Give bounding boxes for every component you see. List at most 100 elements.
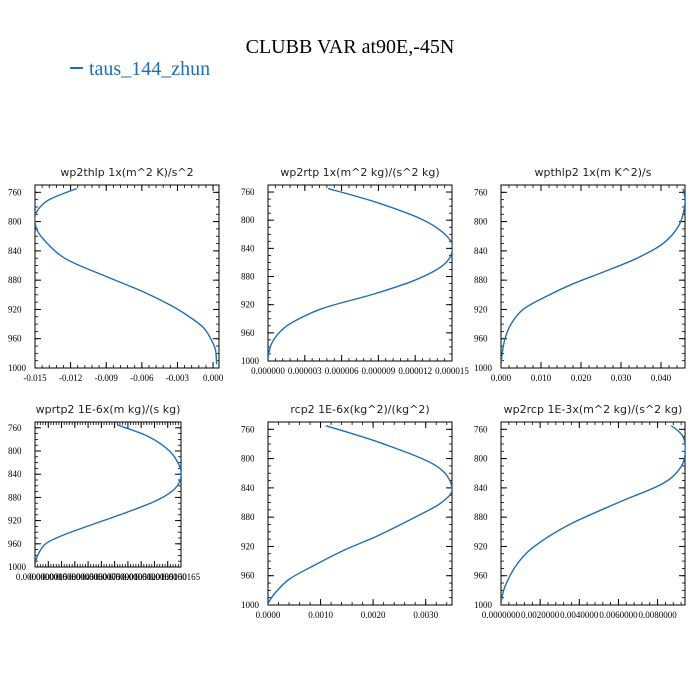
x-tick-label: 0.0000120 <box>122 572 161 582</box>
y-tick-label: 880 <box>8 492 22 502</box>
x-tick-label: -0.009 <box>95 373 119 383</box>
x-tick-label: 0.0010 <box>308 610 333 620</box>
y-tick-label: 840 <box>241 243 255 253</box>
plot-frame <box>267 421 453 606</box>
x-tick-label: -0.006 <box>130 373 154 383</box>
plot-frame <box>500 421 686 606</box>
y-tick-label: 760 <box>241 187 255 197</box>
plot-frame <box>34 184 220 369</box>
y-tick-label: 920 <box>8 516 22 526</box>
x-tick-label: -0.015 <box>23 373 47 383</box>
x-tick-label: 0.0000 <box>256 610 281 620</box>
panel-title: wprtp2 1E-6x(m kg)/(s kg) <box>36 403 181 416</box>
x-tick-label: -0.003 <box>166 373 190 383</box>
x-tick-label: 0.0030 <box>413 610 438 620</box>
y-tick-label: 1000 <box>241 600 260 610</box>
panel-title: wp2rtp 1x(m^2 kg)/(s^2 kg) <box>280 166 439 179</box>
x-tick-label: 0.040 <box>651 373 672 383</box>
y-tick-label: 840 <box>241 483 255 493</box>
x-tick-label: 0.0000015 <box>29 572 68 582</box>
x-tick-label: 0.0000000 <box>482 610 521 620</box>
y-tick-label: 920 <box>474 304 488 314</box>
y-tick-label: 920 <box>241 300 255 310</box>
series-line <box>268 187 452 359</box>
y-tick-label: 880 <box>474 275 488 285</box>
x-tick-label: 0.010 <box>531 373 552 383</box>
y-tick-label: 760 <box>474 424 488 434</box>
x-tick-label: 0.0000165 <box>162 572 201 582</box>
y-tick-label: 1000 <box>241 356 260 366</box>
y-tick-label: 760 <box>474 187 488 197</box>
y-tick-label: 920 <box>8 304 22 314</box>
series-line <box>501 425 685 603</box>
y-tick-label: 800 <box>8 446 22 456</box>
x-tick-label: 0.0060000 <box>599 610 638 620</box>
x-tick-label: 0.0000105 <box>109 572 148 582</box>
y-tick-label: 1000 <box>474 600 493 610</box>
series-line <box>268 424 452 604</box>
y-tick-label: 960 <box>241 328 255 338</box>
y-tick-label: 880 <box>474 512 488 522</box>
y-tick-label: 1000 <box>8 363 27 373</box>
y-tick-label: 880 <box>8 275 22 285</box>
y-tick-label: 840 <box>474 483 488 493</box>
y-tick-label: 760 <box>8 187 22 197</box>
plot-frame <box>34 421 182 568</box>
x-tick-label: 0.0080000 <box>638 610 677 620</box>
x-tick-label: 0.020 <box>571 373 592 383</box>
x-tick-label: 0.000003 <box>288 366 322 376</box>
panel-title: wp2thlp 1x(m^2 K)/s^2 <box>60 166 193 179</box>
y-tick-label: 920 <box>474 541 488 551</box>
x-tick-label: 0.0000045 <box>56 572 95 582</box>
x-tick-label: 0.000012 <box>398 366 432 376</box>
x-tick-label: -0.012 <box>59 373 82 383</box>
y-tick-label: 1000 <box>474 363 493 373</box>
y-tick-label: 800 <box>241 454 255 464</box>
y-tick-label: 960 <box>8 334 22 344</box>
y-tick-label: 960 <box>241 571 255 581</box>
y-tick-label: 840 <box>474 246 488 256</box>
series-line <box>501 188 685 366</box>
y-tick-label: 920 <box>241 541 255 551</box>
x-tick-label: 0.000006 <box>325 366 359 376</box>
x-tick-label: 0.0000090 <box>96 572 135 582</box>
series-line <box>35 188 218 365</box>
x-tick-label: 0.000 <box>203 373 224 383</box>
y-tick-label: 760 <box>8 423 22 433</box>
x-tick-label: 0.0040000 <box>560 610 599 620</box>
y-tick-label: 880 <box>241 272 255 282</box>
y-tick-label: 840 <box>8 469 22 479</box>
plot-frame <box>500 184 686 369</box>
plot-frame <box>267 184 453 362</box>
x-tick-label: 0.000000 <box>251 366 285 376</box>
y-tick-label: 760 <box>241 424 255 434</box>
y-tick-label: 800 <box>474 217 488 227</box>
y-tick-label: 1000 <box>8 562 27 572</box>
x-tick-label: 0.030 <box>611 373 632 383</box>
legend-line-swatch <box>70 67 83 70</box>
x-tick-label: 0.000009 <box>362 366 396 376</box>
panel-title: wp2rcp 1E-3x(m^2 kg)/(s^2 kg) <box>504 403 683 416</box>
x-tick-label: 0.0000075 <box>82 572 121 582</box>
x-tick-label: 0.0020000 <box>521 610 560 620</box>
panel-title: wpthlp2 1x(m K^2)/s <box>535 166 652 179</box>
x-tick-label: 0.0000060 <box>69 572 108 582</box>
legend-label: taus_144_zhun <box>89 58 211 80</box>
x-tick-label: 0.0000000 <box>16 572 55 582</box>
x-tick-label: 0.0020 <box>361 610 386 620</box>
y-tick-label: 960 <box>474 334 488 344</box>
y-tick-label: 840 <box>8 246 22 256</box>
y-tick-label: 800 <box>474 454 488 464</box>
y-tick-label: 960 <box>474 571 488 581</box>
y-tick-label: 880 <box>241 512 255 522</box>
x-tick-label: 0.0000030 <box>42 572 81 582</box>
x-tick-label: 0.0000150 <box>149 572 188 582</box>
panel-title: rcp2 1E-6x(kg^2)/(kg^2) <box>290 403 429 416</box>
x-tick-label: 0.000015 <box>435 366 469 376</box>
